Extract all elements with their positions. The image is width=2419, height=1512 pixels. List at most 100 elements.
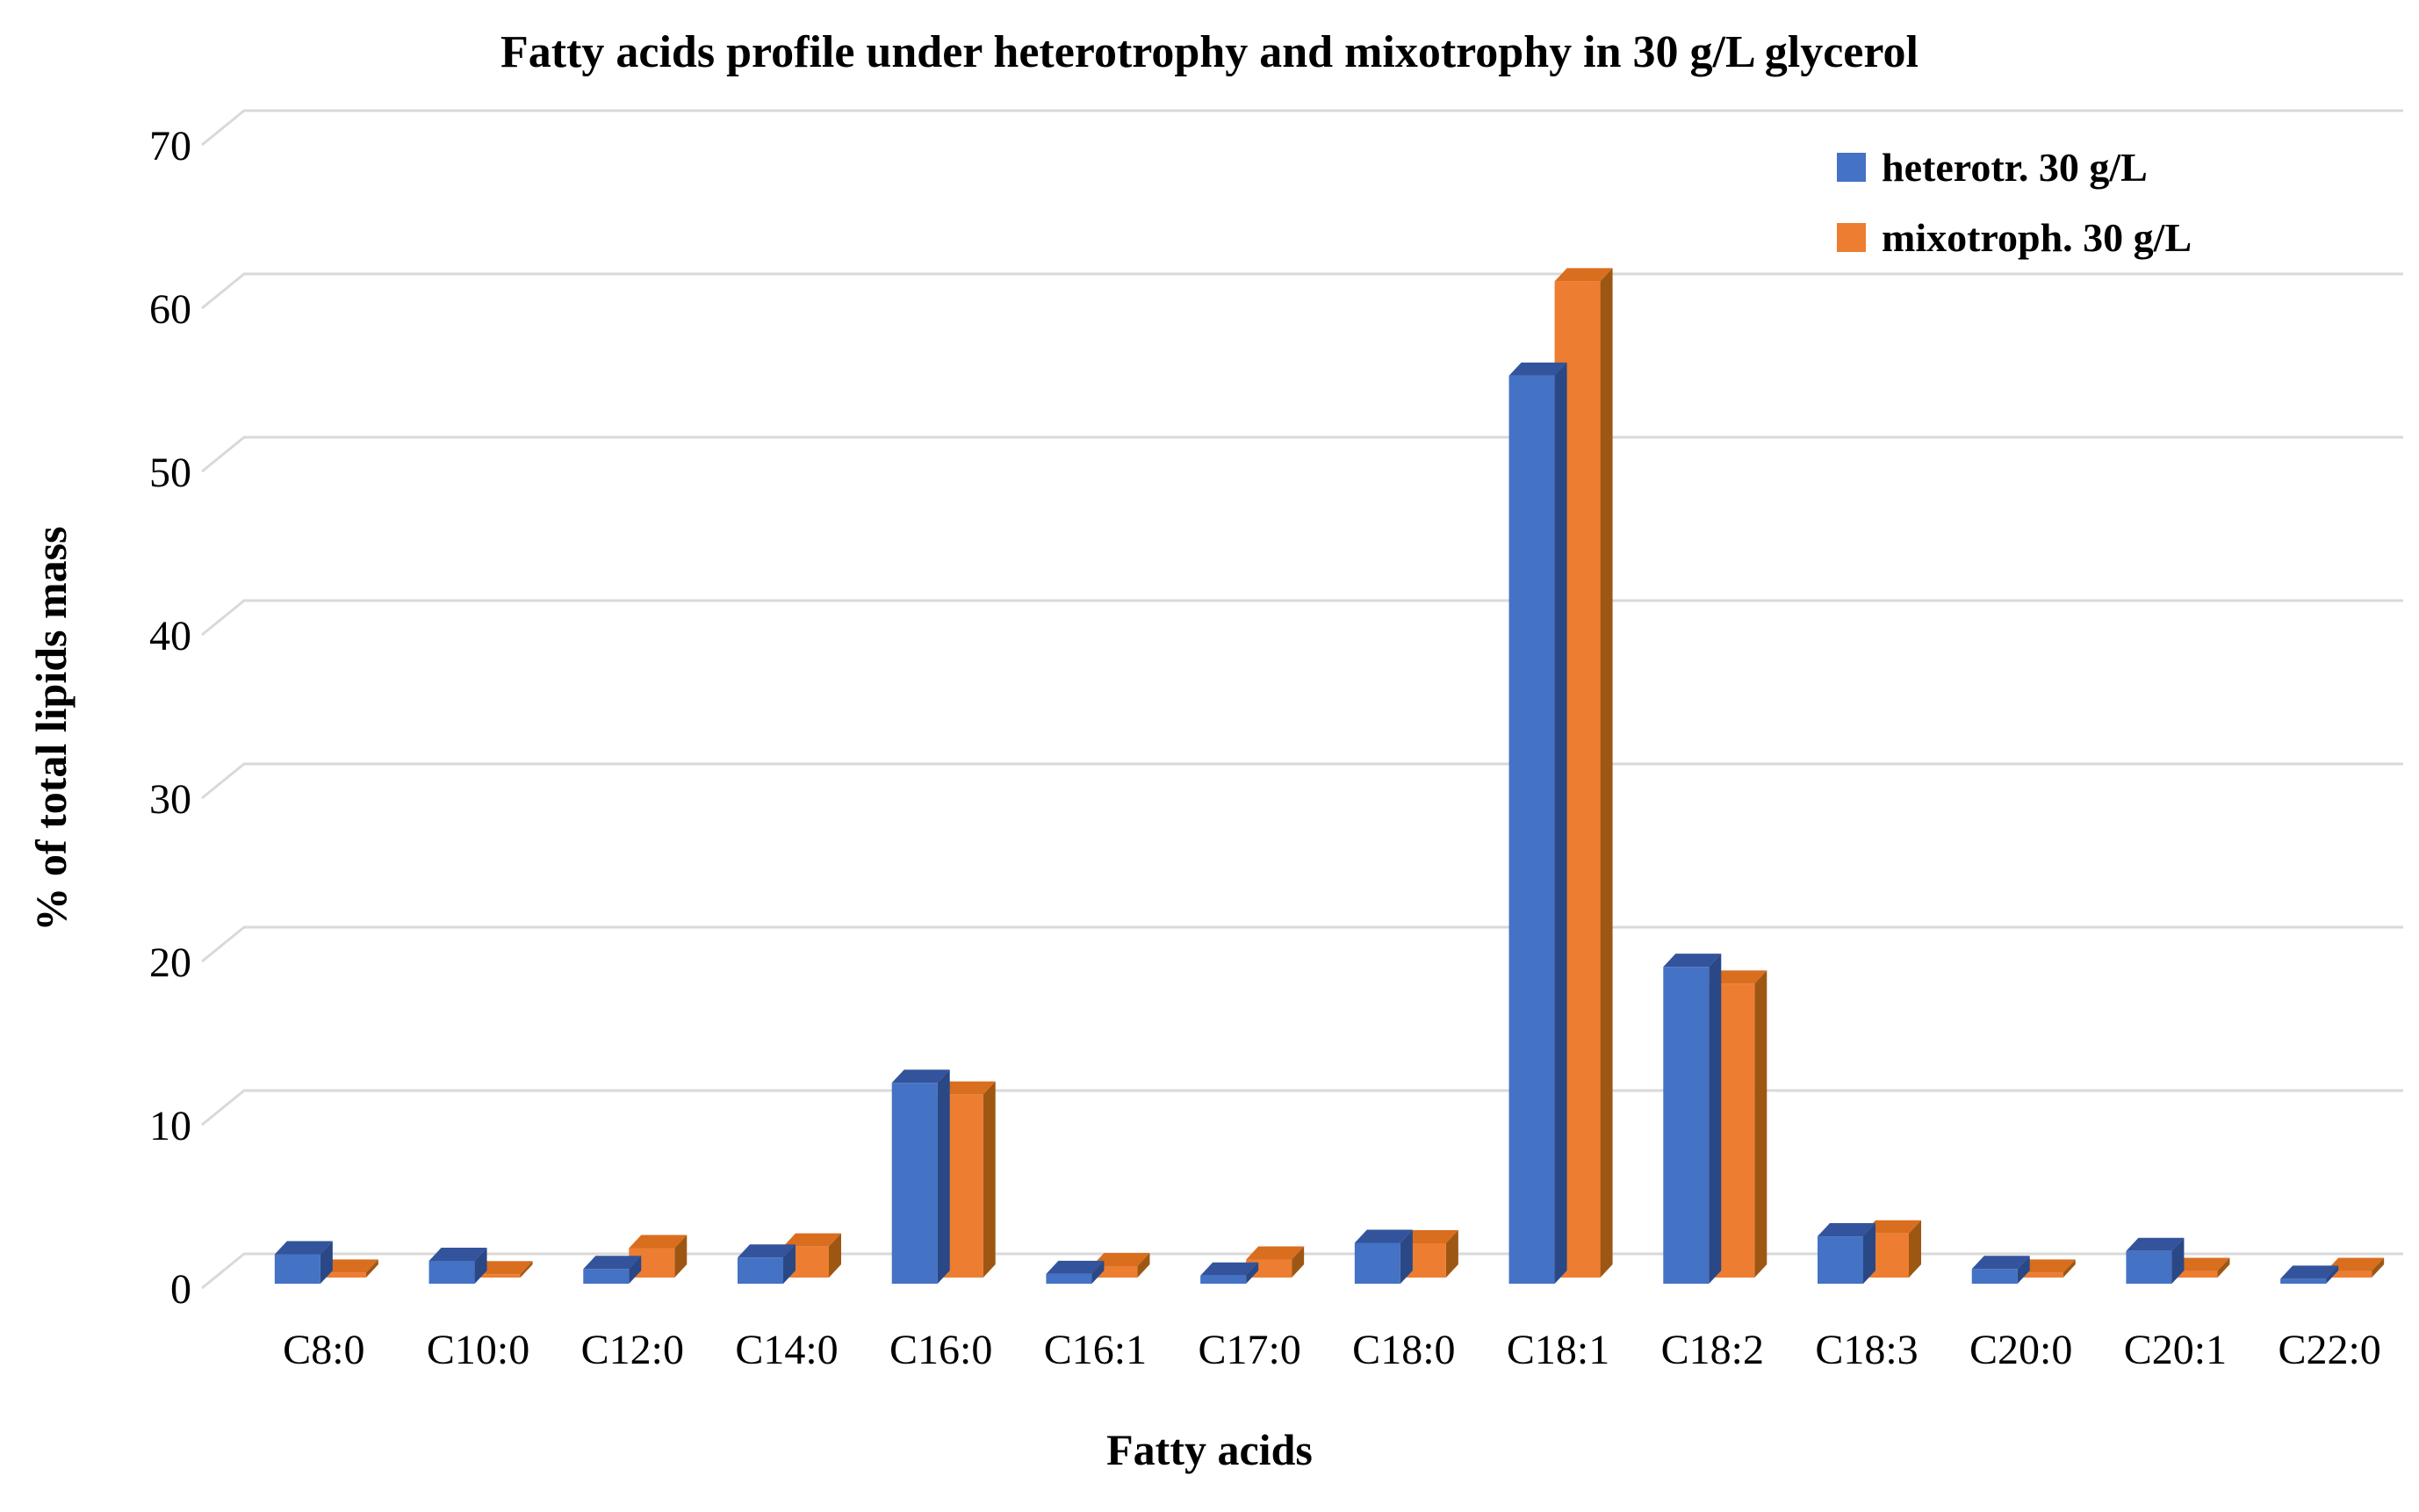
bar-heterotr-C22:0-top (2280, 1265, 2339, 1279)
ytick-label-60: 60 (149, 286, 191, 333)
bar-heterotr-C18:1 (1508, 375, 1555, 1285)
bar-heterotr-C20:1-side (2171, 1237, 2185, 1284)
bar-mixotroph-C10:0 (474, 1274, 521, 1278)
y-axis-title: % of total lipids mass (26, 526, 76, 932)
legend-row-mixotroph: mixotroph. 30 g/L (1837, 202, 2192, 272)
bar-heterotr-C10:0-top (428, 1247, 487, 1261)
bar-mixotroph-C18:2-top (1709, 970, 1767, 984)
bar-mixotroph-C18:0-top (1400, 1229, 1458, 1243)
bar-heterotr-C16:1-side (1091, 1260, 1105, 1284)
gridline-30 (201, 762, 2403, 800)
ytick-label-40: 40 (149, 613, 191, 659)
bar-mixotroph-C12:0-top (629, 1235, 688, 1249)
bar-heterotr-C16:0-top (891, 1069, 950, 1084)
gridline-10 (201, 1089, 2403, 1127)
bar-mixotroph-C16:0-top (937, 1081, 996, 1095)
bar-heterotr-C22:0-side (2326, 1265, 2339, 1284)
category-label-C20:1: C20:1 (2124, 1327, 2227, 1373)
bar-mixotroph-C17:0-top (1246, 1246, 1305, 1260)
bar-mixotroph-C20:0 (2017, 1272, 2063, 1278)
ytick-label-20: 20 (149, 940, 191, 986)
gridline-40 (201, 599, 2403, 637)
gridline-70 (201, 109, 2403, 147)
bar-heterotr-C20:1 (2126, 1250, 2172, 1284)
bar-mixotroph-C22:0 (2326, 1271, 2372, 1278)
bar-mixotroph-C8:0-top (320, 1259, 378, 1273)
bar-mixotroph-C8:0 (320, 1272, 366, 1278)
category-label-C12:0: C12:0 (581, 1327, 684, 1373)
legend-marker-mixotroph-icon (1837, 222, 1866, 252)
ytick-label-30: 30 (149, 776, 191, 823)
bar-mixotroph-C14:0-top (783, 1233, 841, 1247)
legend-marker-heterotr-icon (1837, 152, 1866, 182)
bar-mixotroph-C16:1-top (1091, 1252, 1150, 1266)
bar-mixotroph-C22:0-top (2326, 1257, 2385, 1271)
bar-mixotroph-C22:0-side (2372, 1257, 2385, 1278)
bar-mixotroph-C18:2-side (1754, 970, 1767, 1278)
bar-heterotr-C20:0-side (2017, 1256, 2030, 1284)
bar-heterotr-C8:0-side (320, 1241, 333, 1284)
ytick-label-70: 70 (149, 123, 191, 169)
chart-title: Fatty acids profile under heterotrophy a… (500, 27, 1919, 77)
bar-heterotr-C18:2 (1663, 967, 1710, 1284)
bar-heterotr-C8:0 (274, 1254, 320, 1284)
bar-heterotr-C18:3-side (1863, 1223, 1875, 1284)
legend-row-heterotr: heterotr. 30 g/L (1837, 132, 2192, 202)
bar-mixotroph-C10:0-side (520, 1261, 533, 1278)
bar-heterotr-C12:0-side (629, 1256, 642, 1284)
bar-heterotr-C16:0-side (937, 1069, 950, 1284)
legend-label-mixotroph: mixotroph. 30 g/L (1882, 214, 2192, 260)
bar-heterotr-C16:0 (891, 1083, 938, 1284)
bar-mixotroph-C16:1-side (1137, 1252, 1150, 1278)
bar-heterotr-C16:1 (1046, 1273, 1092, 1284)
category-label-C16:1: C16:1 (1044, 1327, 1147, 1373)
gridline-50 (201, 436, 2403, 473)
ytick-label-10: 10 (149, 1103, 191, 1149)
category-label-C10:0: C10:0 (427, 1327, 529, 1373)
category-label-C18:0: C18:0 (1352, 1327, 1455, 1373)
category-label-C16:0: C16:0 (889, 1327, 992, 1373)
ytick-label-50: 50 (149, 450, 191, 496)
bar-mixotroph-C20:0-side (2063, 1259, 2076, 1278)
bar-heterotr-C10:0 (428, 1260, 475, 1284)
legend: heterotr. 30 g/L mixotroph. 30 g/L (1837, 132, 2192, 272)
bar-heterotr-C22:0 (2280, 1278, 2327, 1284)
bar-heterotr-C20:0-top (1971, 1256, 2030, 1270)
bar-mixotroph-C18:3-top (1863, 1220, 1921, 1234)
bar-mixotroph-C8:0-side (365, 1259, 378, 1278)
bar-heterotr-C14:0 (738, 1257, 783, 1284)
bar-heterotr-C18:3-top (1818, 1223, 1875, 1237)
bar-heterotr-C20:0 (1971, 1269, 2018, 1284)
bar-heterotr-C14:0-top (738, 1244, 796, 1258)
bar-mixotroph-C10:0-top (474, 1261, 533, 1275)
bar-mixotroph-C20:1-top (2171, 1257, 2230, 1271)
bar-mixotroph-C20:1 (2171, 1271, 2218, 1278)
gridline-20 (201, 925, 2403, 963)
category-label-C22:0: C22:0 (2278, 1327, 2380, 1373)
gridline-60 (201, 272, 2403, 310)
category-label-C14:0: C14:0 (735, 1327, 838, 1373)
bar-mixotroph-C18:1-top (1554, 268, 1613, 282)
bar-heterotr-C14:0-side (783, 1244, 796, 1284)
bar-heterotr-C18:3 (1818, 1236, 1863, 1284)
ytick-label-0: 0 (170, 1266, 191, 1313)
bar-heterotr-C18:2-side (1709, 954, 1722, 1284)
bar-heterotr-C12:0-top (583, 1256, 642, 1270)
bar-mixotroph-C14:0-side (829, 1233, 841, 1278)
bar-heterotr-C17:0 (1200, 1275, 1247, 1284)
bar-mixotroph-C20:1-side (2217, 1257, 2230, 1278)
bar-mixotroph-C18:1-side (1600, 268, 1613, 1278)
legend-label-heterotr: heterotr. 30 g/L (1882, 144, 2148, 190)
x-axis-title: Fatty acids (1106, 1425, 1313, 1474)
bar-mixotroph-C16:0-side (983, 1081, 996, 1278)
category-label-C17:0: C17:0 (1198, 1327, 1300, 1373)
bar-heterotr-C20:1-top (2126, 1237, 2185, 1251)
bar-mixotroph-C20:0-top (2017, 1259, 2076, 1273)
bar-heterotr-C18:1-top (1508, 362, 1567, 376)
bar-mixotroph-C12:0-side (674, 1235, 688, 1278)
bar-heterotr-C18:1-side (1554, 362, 1567, 1285)
bar-heterotr-C10:0-side (474, 1247, 487, 1284)
bar-heterotr-C12:0 (583, 1269, 630, 1284)
